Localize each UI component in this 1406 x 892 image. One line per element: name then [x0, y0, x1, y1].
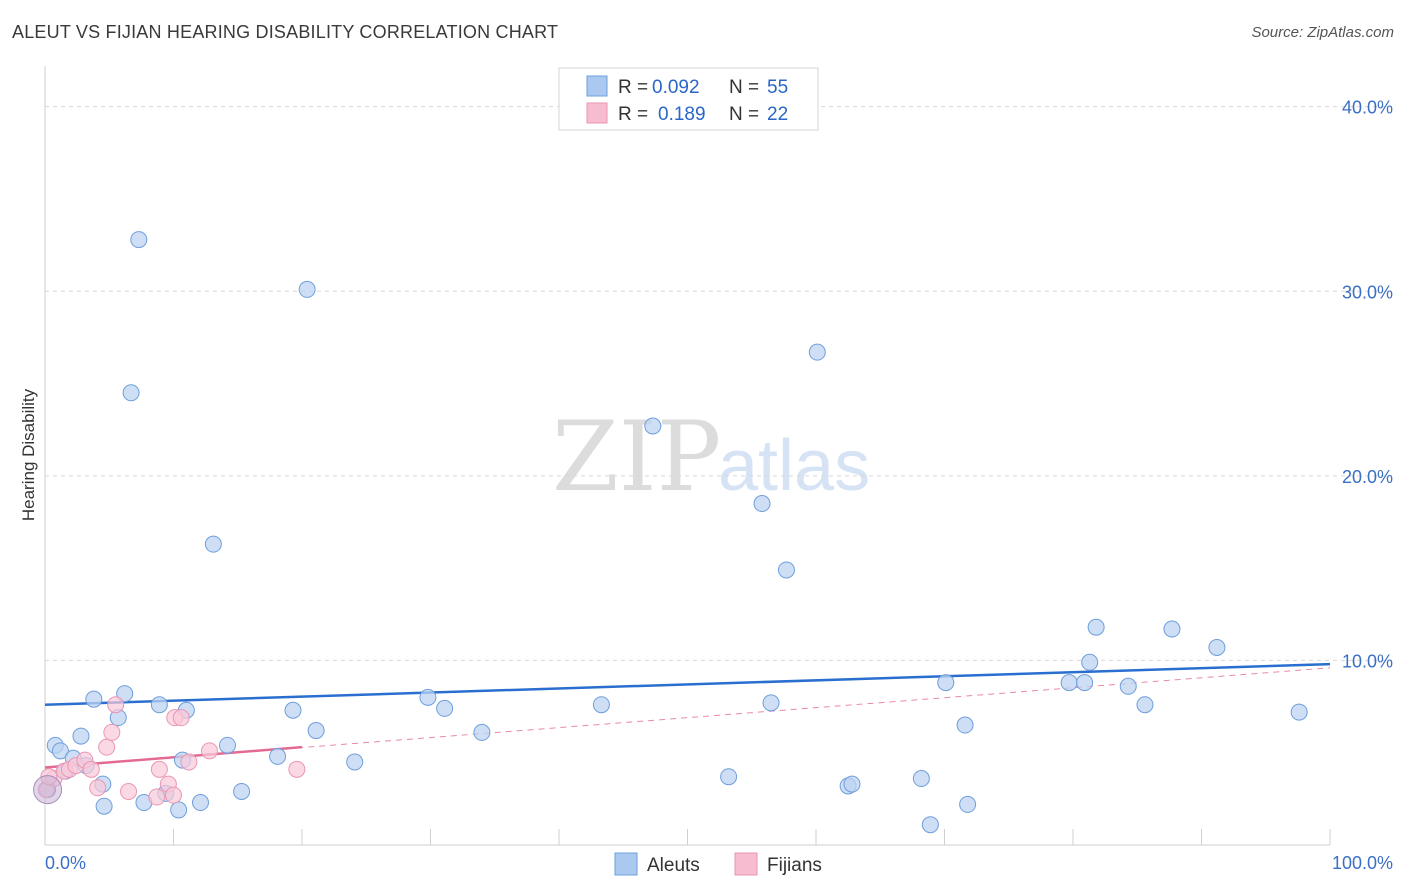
aleut-point: [1081, 653, 1099, 671]
aleut-point: [1087, 618, 1105, 636]
aleut-point: [753, 495, 771, 513]
aleut-point: [95, 797, 113, 815]
x-tick-label: 0.0%: [45, 853, 86, 873]
aleut-point: [191, 794, 209, 812]
fijian-point: [98, 738, 116, 756]
aleut-point: [116, 685, 134, 703]
aleut-point: [284, 701, 302, 719]
data-points: [33, 231, 1308, 834]
fijian-n-value: 22: [767, 104, 788, 125]
aleut-point: [808, 343, 826, 361]
aleut-r-value: 0.092: [652, 77, 700, 98]
aleut-point: [307, 722, 325, 740]
aleut-trend-line: [44, 662, 1331, 706]
watermark-zip: ZIP: [552, 401, 721, 513]
aleut-point: [130, 231, 148, 249]
gridlines: [45, 106, 1392, 661]
fijians-legend-label: Fijians: [767, 855, 822, 876]
aleut-n-label: N =: [729, 77, 759, 98]
aleut-point: [1076, 674, 1094, 692]
aleut-point: [912, 770, 930, 788]
x-tick-label: 100.0%: [1332, 853, 1393, 873]
fijian-point: [200, 742, 218, 760]
chart-title: ALEUT VS FIJIAN HEARING DISABILITY CORRE…: [12, 22, 559, 42]
fijian-point: [288, 760, 306, 778]
fijian-legend-swatch: [586, 102, 608, 124]
fijian-n-label: N =: [729, 104, 759, 125]
fijians-legend-swatch: [734, 852, 758, 876]
fijian-r-label: R =: [618, 104, 648, 125]
aleut-point: [1290, 703, 1308, 721]
fijian-r-value: 0.189: [658, 104, 706, 125]
aleut-point: [1136, 696, 1154, 714]
watermark-atlas: atlas: [718, 426, 870, 506]
aleut-point: [959, 795, 977, 813]
aleut-point: [937, 674, 955, 692]
fijian-point: [180, 753, 198, 771]
aleut-point: [72, 727, 90, 745]
y-tick-label: 30.0%: [1342, 282, 1393, 302]
aleut-point: [843, 775, 861, 793]
x-tick-labels: 0.0% 100.0%: [45, 853, 1393, 873]
aleut-point: [1060, 674, 1078, 692]
fijian-point: [165, 786, 182, 804]
aleut-point: [122, 384, 140, 402]
y-tick-label: 40.0%: [1342, 98, 1393, 118]
overlap-point: [33, 775, 63, 805]
fijian-point: [150, 760, 168, 778]
fijian-point: [89, 779, 107, 797]
fijian-point: [172, 709, 190, 727]
aleut-point: [346, 753, 364, 771]
y-axis-title: Hearing Disability: [19, 388, 38, 521]
aleut-point: [419, 688, 437, 706]
aleut-point: [170, 801, 188, 819]
aleut-point: [51, 742, 69, 760]
aleut-point: [1208, 639, 1226, 657]
aleut-point: [233, 782, 251, 800]
aleut-n-value: 55: [767, 77, 788, 98]
fijian-point: [148, 788, 166, 806]
series-legend: Aleuts Fijians: [614, 852, 822, 876]
aleut-point: [921, 816, 939, 834]
trend-lines: [44, 662, 1331, 769]
y-tick-labels: 10.0% 20.0% 30.0% 40.0%: [1342, 98, 1393, 672]
aleut-point: [150, 696, 168, 714]
aleut-point: [1163, 620, 1181, 638]
aleut-r-label: R =: [618, 77, 648, 98]
fijian-point: [120, 782, 138, 800]
axes: [44, 66, 1331, 846]
aleut-point: [644, 417, 662, 435]
fijian-point: [103, 723, 121, 741]
aleut-point: [1119, 677, 1137, 695]
aleut-point: [436, 699, 454, 717]
chart-source: Source: ZipAtlas.com: [1251, 24, 1394, 41]
stats-legend: R = 0.092 N = 55 R = 0.189 N = 22: [558, 67, 819, 131]
aleut-point: [473, 723, 491, 741]
aleut-point: [777, 561, 795, 579]
fijian-point: [107, 696, 125, 714]
aleut-point: [956, 716, 974, 734]
aleuts-legend-label: Aleuts: [647, 855, 700, 876]
y-tick-label: 10.0%: [1342, 651, 1393, 671]
aleuts-legend-swatch: [614, 852, 638, 876]
aleut-legend-swatch: [586, 75, 608, 97]
y-tick-label: 20.0%: [1342, 467, 1393, 487]
watermark: ZIP atlas: [552, 401, 870, 513]
aleut-point: [218, 736, 236, 754]
aleut-point: [204, 535, 222, 553]
aleut-point: [298, 280, 316, 298]
aleut-point: [269, 747, 287, 765]
aleut-point: [720, 768, 738, 786]
aleut-point: [85, 690, 103, 708]
aleut-point: [762, 694, 780, 712]
aleut-point: [592, 696, 610, 714]
fijian-point: [82, 760, 100, 778]
